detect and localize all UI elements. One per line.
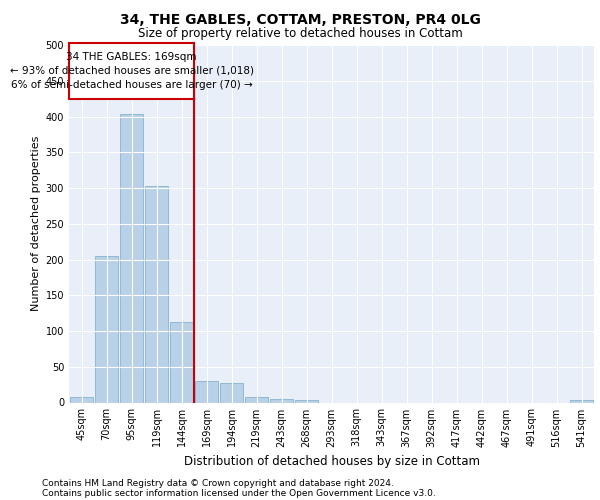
Bar — [119, 114, 143, 403]
Bar — [220, 383, 244, 402]
Text: Contains public sector information licensed under the Open Government Licence v3: Contains public sector information licen… — [42, 488, 436, 498]
Bar — [70, 397, 94, 402]
Bar — [170, 322, 193, 402]
Bar — [295, 400, 319, 402]
Bar — [145, 186, 169, 402]
Bar — [245, 398, 268, 402]
Bar — [269, 399, 293, 402]
Bar — [95, 256, 118, 402]
Text: Contains HM Land Registry data © Crown copyright and database right 2024.: Contains HM Land Registry data © Crown c… — [42, 478, 394, 488]
Text: Size of property relative to detached houses in Cottam: Size of property relative to detached ho… — [137, 28, 463, 40]
Bar — [569, 400, 593, 402]
Text: 6% of semi-detached houses are larger (70) →: 6% of semi-detached houses are larger (7… — [11, 80, 253, 90]
Text: 34 THE GABLES: 169sqm: 34 THE GABLES: 169sqm — [66, 52, 197, 62]
X-axis label: Distribution of detached houses by size in Cottam: Distribution of detached houses by size … — [184, 455, 479, 468]
Y-axis label: Number of detached properties: Number of detached properties — [31, 136, 41, 312]
Text: ← 93% of detached houses are smaller (1,018): ← 93% of detached houses are smaller (1,… — [10, 66, 254, 76]
Text: 34, THE GABLES, COTTAM, PRESTON, PR4 0LG: 34, THE GABLES, COTTAM, PRESTON, PR4 0LG — [119, 12, 481, 26]
Bar — [194, 381, 218, 402]
Bar — [69, 43, 194, 98]
